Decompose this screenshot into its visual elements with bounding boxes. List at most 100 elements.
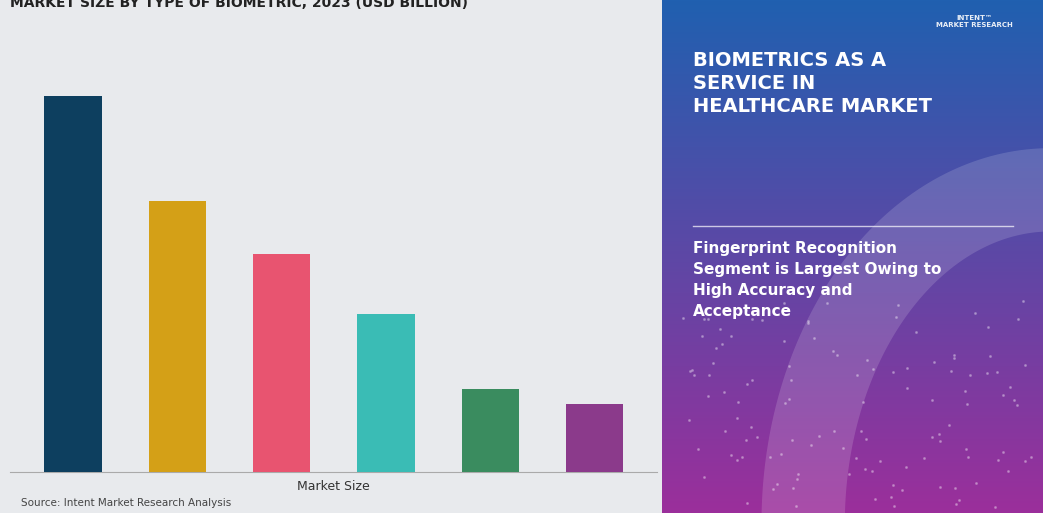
Point	[855, 398, 872, 406]
Point	[848, 371, 865, 379]
Point	[789, 475, 805, 483]
Point	[682, 367, 699, 376]
Point	[946, 354, 963, 362]
Point	[738, 436, 755, 444]
Point	[728, 414, 745, 422]
Point	[728, 456, 745, 464]
Point	[761, 452, 778, 461]
Point	[829, 350, 846, 359]
Text: MARKET SIZE BY TYPE OF BIOMETRIC, 2023 (USD BILLION): MARKET SIZE BY TYPE OF BIOMETRIC, 2023 (…	[10, 0, 468, 10]
Point	[858, 356, 875, 364]
Point	[744, 376, 760, 384]
Point	[853, 426, 870, 435]
Point	[723, 451, 739, 459]
Point	[689, 445, 706, 453]
Point	[989, 368, 1005, 376]
Point	[685, 370, 702, 379]
Bar	[358, 314, 415, 472]
Point	[803, 441, 820, 449]
Point	[781, 394, 798, 403]
Point	[680, 416, 697, 424]
Point	[739, 499, 756, 507]
Point	[907, 328, 924, 337]
Text: INTENT™
MARKET RESEARCH: INTENT™ MARKET RESEARCH	[937, 15, 1013, 28]
Point	[890, 301, 906, 309]
Point	[987, 503, 1003, 511]
Point	[858, 436, 875, 444]
Point	[1015, 297, 1032, 305]
Point	[700, 392, 717, 401]
Point	[730, 398, 747, 406]
Point	[931, 430, 948, 439]
Point	[733, 453, 750, 462]
Point	[967, 309, 984, 318]
Point	[699, 315, 715, 323]
Point	[897, 463, 914, 471]
Point	[894, 486, 911, 495]
Point	[923, 432, 940, 441]
Point	[689, 307, 706, 315]
Point	[791, 470, 807, 478]
Point	[882, 493, 899, 501]
Point	[995, 391, 1012, 399]
Point	[776, 399, 793, 407]
Point	[978, 369, 995, 377]
Point	[1016, 361, 1033, 369]
Point	[694, 332, 710, 340]
Point	[748, 433, 765, 441]
Bar	[253, 254, 311, 472]
Point	[941, 421, 957, 429]
Bar	[462, 389, 519, 472]
Point	[951, 496, 968, 504]
Point	[957, 445, 974, 453]
Point	[754, 316, 771, 324]
Point	[1005, 396, 1022, 404]
Point	[999, 467, 1016, 476]
Point	[715, 388, 732, 397]
Point	[765, 485, 781, 493]
Point	[1009, 401, 1025, 409]
Point	[884, 481, 901, 489]
Point	[925, 358, 942, 366]
Point	[865, 365, 881, 373]
Point	[898, 384, 915, 392]
Point	[714, 340, 731, 348]
Point	[711, 325, 728, 333]
Point	[824, 347, 841, 355]
Point	[776, 300, 793, 308]
Point	[924, 397, 941, 405]
Point	[783, 436, 800, 444]
Point	[946, 484, 963, 492]
Point	[867, 495, 883, 503]
Point	[888, 313, 904, 321]
X-axis label: Market Size: Market Size	[297, 480, 370, 494]
Bar	[149, 201, 207, 472]
Point	[704, 359, 721, 367]
Point	[1016, 457, 1033, 465]
Point	[781, 362, 798, 370]
Point	[738, 380, 755, 388]
Point	[819, 299, 835, 307]
Point	[675, 314, 692, 323]
Point	[968, 479, 985, 487]
Point	[979, 323, 996, 331]
Point	[744, 315, 760, 323]
Point	[994, 448, 1011, 456]
Point	[931, 482, 948, 490]
Point	[784, 484, 801, 492]
Point	[981, 352, 998, 360]
Point	[1022, 453, 1039, 461]
Point	[723, 332, 739, 340]
Point	[947, 500, 964, 508]
Point	[899, 364, 916, 372]
Point	[805, 334, 822, 342]
Point	[769, 480, 785, 488]
Text: BIOMETRICS AS A
SERVICE IN
HEALTHCARE MARKET: BIOMETRICS AS A SERVICE IN HEALTHCARE MA…	[693, 51, 931, 116]
Point	[717, 426, 733, 435]
Point	[960, 453, 976, 461]
Text: Fingerprint Recognition
Segment is Largest Owing to
High Accuracy and
Acceptance: Fingerprint Recognition Segment is Large…	[693, 241, 941, 319]
Point	[707, 344, 724, 352]
Point	[783, 376, 800, 384]
Bar	[566, 404, 624, 472]
Point	[700, 371, 717, 379]
